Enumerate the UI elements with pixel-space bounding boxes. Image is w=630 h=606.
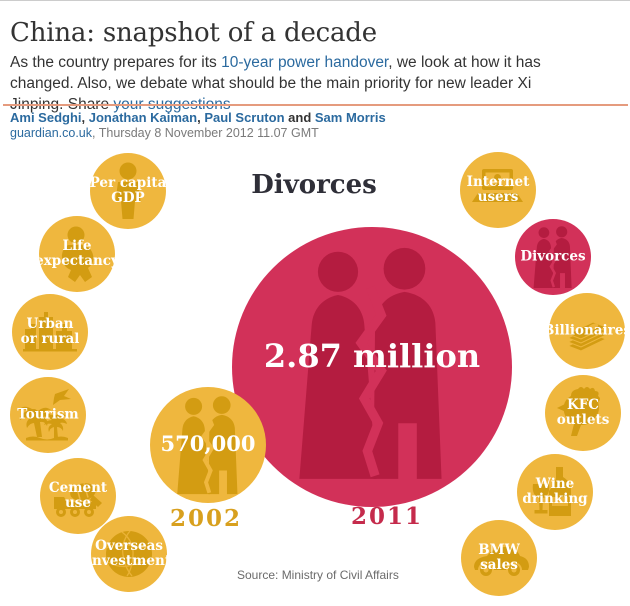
circle-2002: 570,000 bbox=[150, 387, 266, 503]
category-bubble-bmw-sales[interactable]: BMW sales bbox=[461, 520, 537, 596]
cement-mixer-icon bbox=[54, 483, 102, 517]
category-bubble-billionaires[interactable]: Billionaires bbox=[543, 293, 630, 369]
category-bubble-tourism[interactable]: Tourism bbox=[10, 377, 86, 453]
byline: Ami Sedghi, Jonathan Kaiman, Paul Scruto… bbox=[10, 110, 386, 125]
category-bubble-urban-or-rural[interactable]: Urban or rural bbox=[12, 294, 88, 370]
standfirst-text: As the country prepares for its bbox=[10, 53, 222, 71]
byline-author-2[interactable]: Jonathan Kaiman bbox=[88, 110, 198, 125]
byline-author-3[interactable]: Paul Scruton bbox=[204, 110, 285, 125]
person-icon bbox=[115, 162, 141, 219]
standfirst-text: , we look at how it has changed. Also, w… bbox=[10, 53, 541, 113]
section-divider bbox=[3, 104, 628, 106]
globe-icon bbox=[106, 530, 152, 577]
category-bubble-cement-use[interactable]: Cement use bbox=[40, 458, 116, 534]
byline-separator: , bbox=[197, 110, 205, 125]
decade-infographic: Divorces 2.87 million 570,000 2002 2011 … bbox=[0, 140, 630, 606]
category-bubble-life-expectancy[interactable]: Life expectancy bbox=[35, 216, 119, 292]
byline-separator: , bbox=[81, 110, 89, 125]
link-power-handover[interactable]: 10-year power handover bbox=[221, 53, 389, 71]
year-label-2011: 2011 bbox=[350, 503, 423, 530]
category-bubble-divorces[interactable]: Divorces bbox=[515, 219, 591, 295]
category-bubble-internet-users[interactable]: Internet users bbox=[460, 152, 536, 228]
category-bubble-wine-drinking[interactable]: Wine drinking bbox=[517, 454, 593, 530]
site-link[interactable]: guardian.co.uk bbox=[10, 126, 93, 140]
byline-author-4[interactable]: Sam Morris bbox=[314, 110, 386, 125]
value-2002: 570,000 bbox=[160, 431, 256, 456]
laptop-icon bbox=[472, 169, 523, 202]
circle-2011: 2.87 million bbox=[232, 227, 512, 507]
category-bubble-kfc-outlets[interactable]: KFC outlets bbox=[545, 375, 621, 451]
category-bubble-overseas-investment[interactable]: Overseas investment bbox=[87, 516, 171, 592]
wine-icon bbox=[532, 467, 571, 516]
value-2011: 2.87 million bbox=[263, 337, 481, 375]
standfirst: As the country prepares for its 10-year … bbox=[10, 52, 585, 115]
city-skyline-icon bbox=[23, 312, 77, 352]
palm-plane-icon bbox=[19, 389, 71, 441]
rooster-icon bbox=[557, 387, 600, 436]
baby-icon bbox=[61, 226, 94, 282]
banknotes-icon bbox=[566, 321, 608, 352]
page-title: China: snapshot of a decade bbox=[10, 18, 377, 49]
publish-date: , Thursday 8 November 2012 11.07 GMT bbox=[92, 126, 319, 140]
car-icon bbox=[474, 547, 529, 578]
top-border bbox=[0, 0, 630, 1]
byline-author-1[interactable]: Ami Sedghi bbox=[10, 110, 82, 125]
source-note: Source: Ministry of Civil Affairs bbox=[237, 568, 399, 582]
chart-title: Divorces bbox=[251, 170, 377, 200]
byline-separator: and bbox=[284, 110, 315, 125]
year-label-2002: 2002 bbox=[169, 505, 242, 532]
category-bubble-per-capita-gdp[interactable]: Per capita GDP bbox=[90, 153, 166, 229]
dateline: guardian.co.uk, Thursday 8 November 2012… bbox=[10, 126, 319, 140]
